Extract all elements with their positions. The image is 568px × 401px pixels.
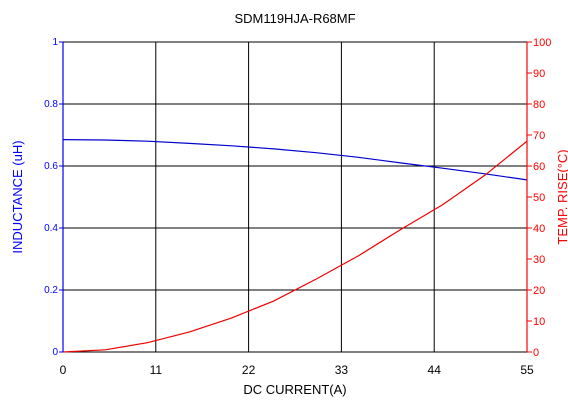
y-axis-left-label: INDUCTANCE (uH) [10, 140, 25, 253]
y-axis-right-label: TEMP. RISE(°C) [555, 149, 568, 244]
y-right-tick-label: 70 [533, 130, 545, 142]
y-right-tick-label: 60 [533, 161, 545, 173]
temp-rise-line [62, 140, 528, 353]
x-tick-label: 33 [335, 363, 349, 377]
y-right-tick-label: 30 [533, 254, 545, 266]
series-layer [62, 139, 528, 353]
x-tick-label: 0 [60, 363, 67, 377]
y-left-tick-label: 0 [52, 347, 58, 358]
x-tick-label: 44 [428, 363, 442, 377]
grid [62, 41, 528, 353]
y-left-tick-label: 1 [52, 37, 58, 48]
tick-layer: 0 11 22 33 44 5500.20.40.60.81010203040506070… [44, 37, 551, 377]
chart-title: SDM119HJA-R68MF [234, 11, 355, 26]
x-tick-label: 22 [242, 363, 256, 377]
y-left-tick-label: 0.2 [44, 285, 58, 296]
y-right-tick-label: 40 [533, 223, 545, 235]
y-left-tick-label: 0.6 [44, 161, 58, 172]
y-right-tick-label: 20 [533, 285, 545, 297]
y-left-tick-label: 0.8 [44, 99, 58, 110]
y-right-tick-label: 50 [533, 192, 545, 204]
x-axis-label: DC CURRENT(A) [243, 382, 346, 397]
y-right-tick-label: 100 [533, 37, 551, 49]
y-left-tick-label: 0.4 [44, 223, 58, 234]
inductance-line [62, 139, 528, 181]
y-right-tick-label: 90 [533, 68, 545, 80]
x-tick-label: 11 [150, 363, 163, 377]
y-right-tick-label: 0 [533, 347, 539, 359]
x-tick-label: 55 [520, 363, 534, 377]
y-right-tick-label: 80 [533, 99, 545, 111]
y-right-tick-label: 10 [533, 316, 545, 328]
